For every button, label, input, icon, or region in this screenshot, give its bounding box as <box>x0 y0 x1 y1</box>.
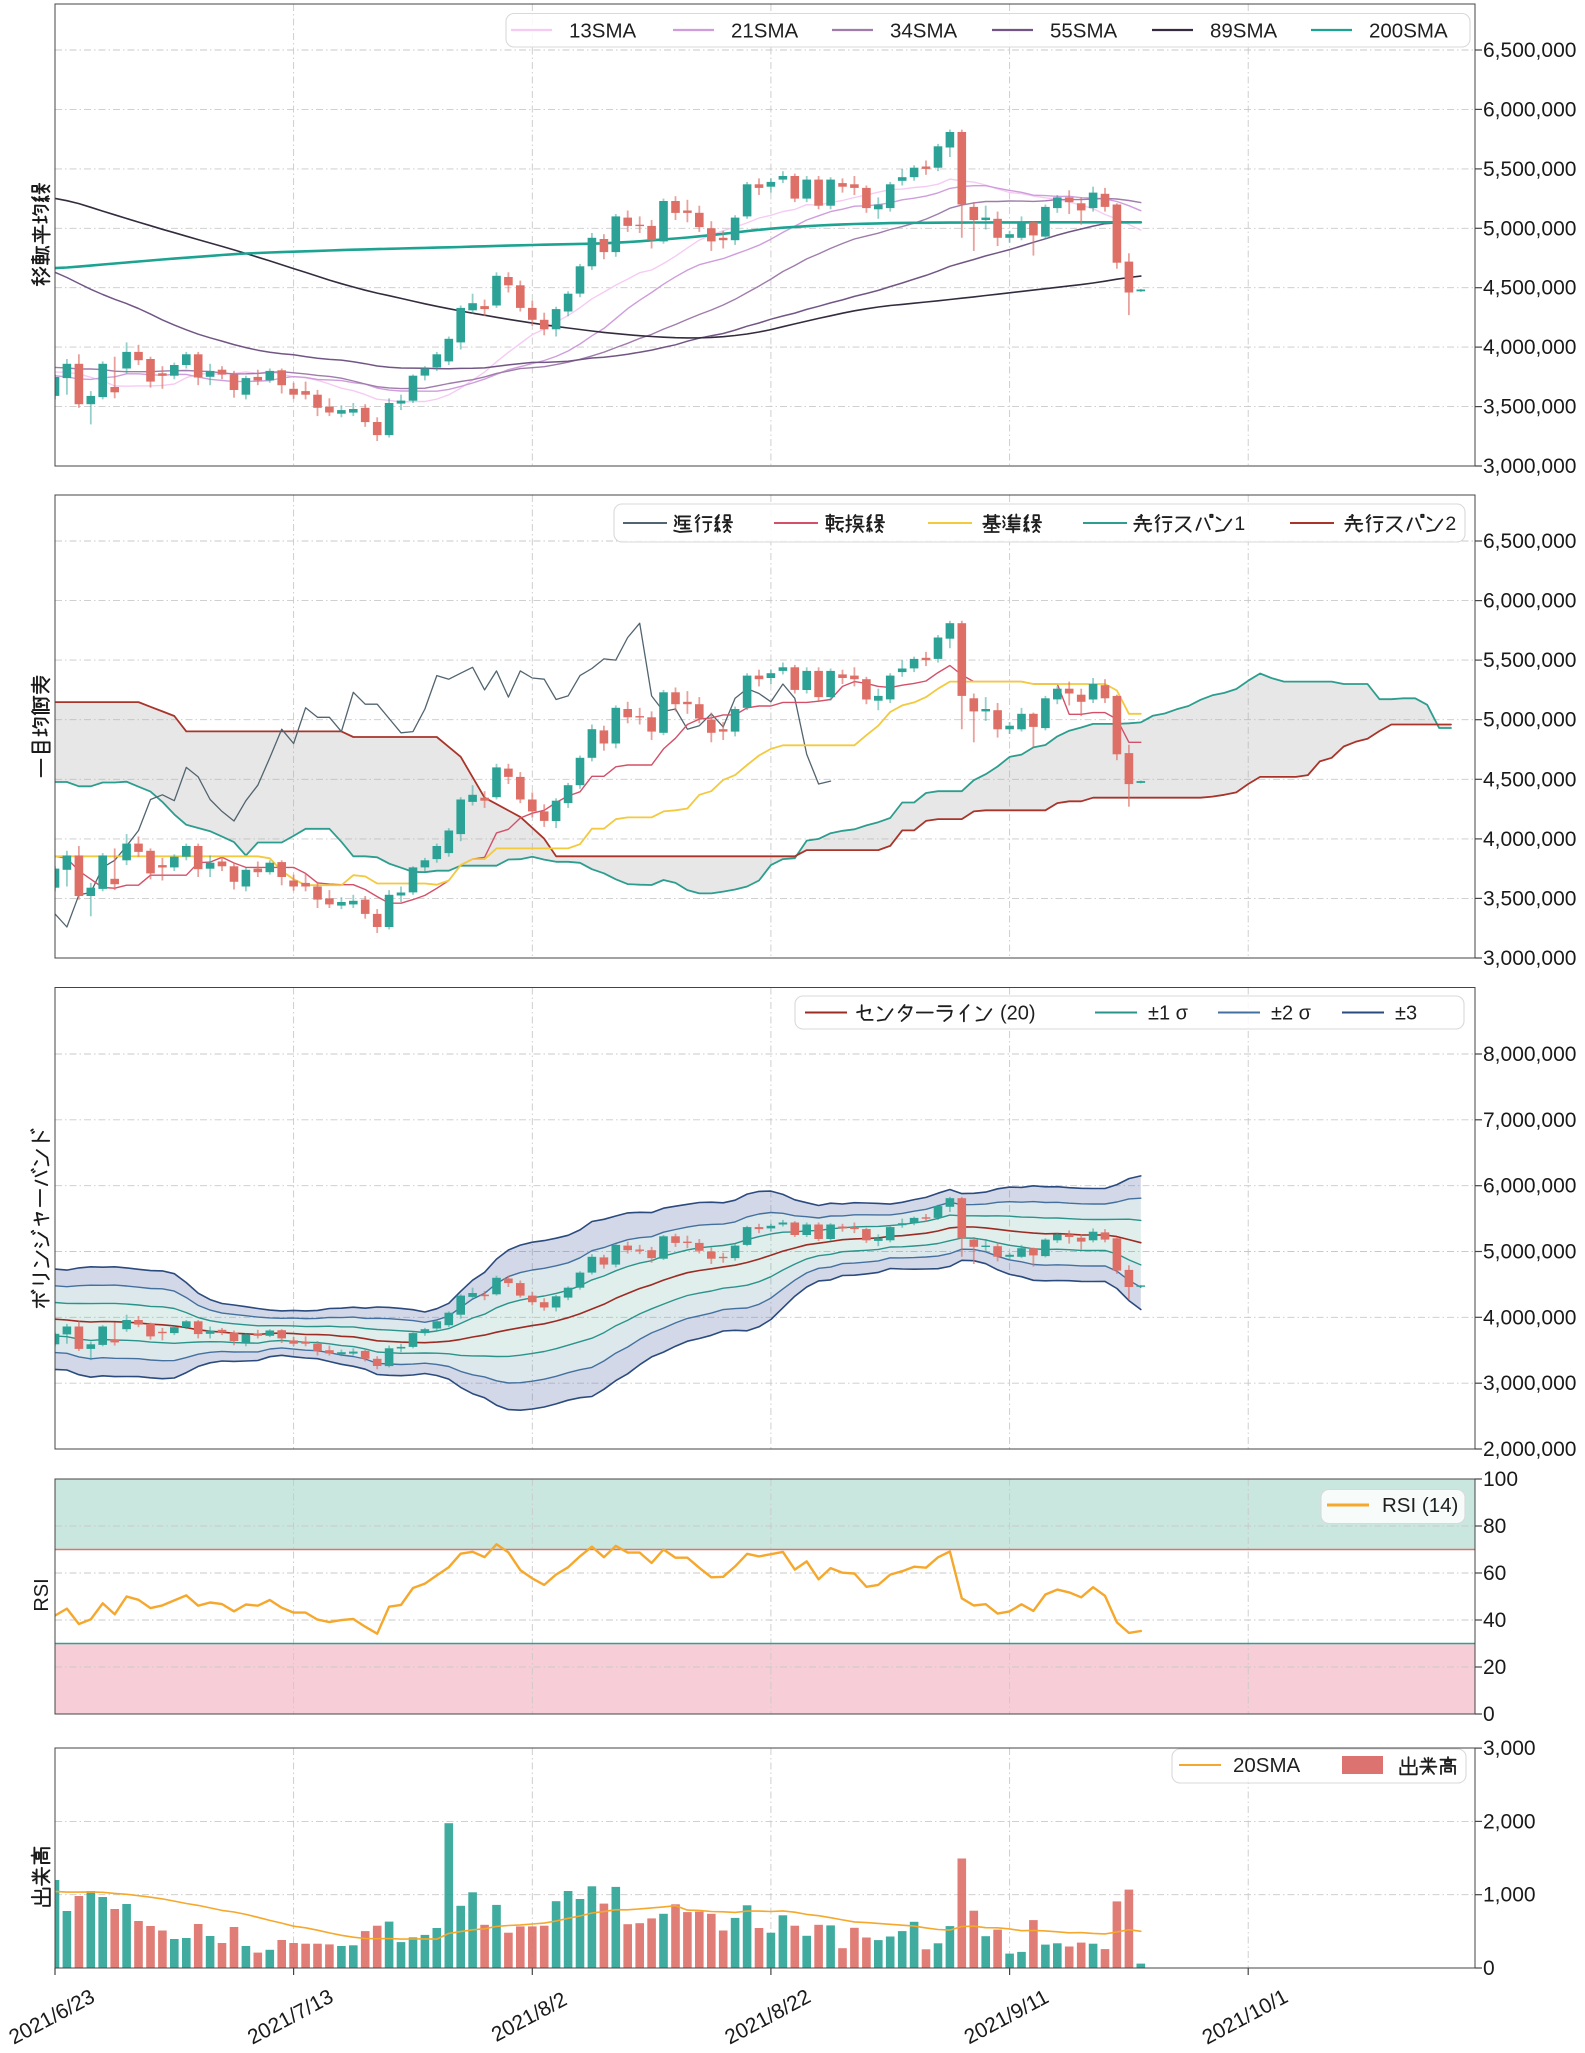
svg-text:1: 1 <box>1234 513 1245 535</box>
svg-text:5,500,000: 5,500,000 <box>1483 158 1576 181</box>
svg-text:0: 0 <box>1483 1703 1495 1726</box>
svg-text:20SMA: 20SMA <box>1233 1754 1301 1777</box>
svg-text:RSI: RSI <box>31 1578 53 1611</box>
svg-text:100: 100 <box>1483 1468 1518 1491</box>
svg-text:±3: ±3 <box>1395 1003 1417 1025</box>
svg-text:±1 σ: ±1 σ <box>1148 1003 1189 1025</box>
svg-text:13SMA: 13SMA <box>569 20 637 43</box>
svg-text:6,000,000: 6,000,000 <box>1483 98 1576 121</box>
svg-text:6,000,000: 6,000,000 <box>1483 590 1576 613</box>
svg-text:±2 σ: ±2 σ <box>1271 1003 1312 1025</box>
svg-text:4,000,000: 4,000,000 <box>1483 336 1576 359</box>
svg-text:5,000,000: 5,000,000 <box>1483 217 1576 240</box>
svg-text:3,000,000: 3,000,000 <box>1483 947 1576 970</box>
svg-text:21SMA: 21SMA <box>731 20 799 43</box>
svg-text:6,500,000: 6,500,000 <box>1483 530 1576 553</box>
svg-text:40: 40 <box>1483 1609 1506 1632</box>
svg-text:3,000,000: 3,000,000 <box>1483 455 1576 478</box>
svg-text:20: 20 <box>1483 1656 1506 1679</box>
svg-text:RSI (14): RSI (14) <box>1382 1494 1458 1517</box>
svg-text:2,000,000: 2,000,000 <box>1483 1438 1576 1461</box>
svg-text:6,500,000: 6,500,000 <box>1483 39 1576 62</box>
svg-text:8,000,000: 8,000,000 <box>1483 1043 1576 1066</box>
svg-text:(20): (20) <box>1000 1003 1036 1025</box>
svg-text:5,000,000: 5,000,000 <box>1483 709 1576 732</box>
svg-text:0: 0 <box>1483 1957 1495 1980</box>
svg-text:55SMA: 55SMA <box>1050 20 1118 43</box>
svg-text:4,500,000: 4,500,000 <box>1483 768 1576 791</box>
svg-text:2,000: 2,000 <box>1483 1810 1536 1833</box>
svg-text:2: 2 <box>1445 513 1456 535</box>
svg-text:200SMA: 200SMA <box>1369 20 1448 43</box>
svg-text:5,000,000: 5,000,000 <box>1483 1241 1576 1264</box>
svg-text:60: 60 <box>1483 1562 1506 1585</box>
svg-text:89SMA: 89SMA <box>1210 20 1278 43</box>
svg-text:1,000: 1,000 <box>1483 1884 1536 1907</box>
svg-text:4,000,000: 4,000,000 <box>1483 1306 1576 1329</box>
svg-text:3,500,000: 3,500,000 <box>1483 396 1576 419</box>
svg-text:3,000,000: 3,000,000 <box>1483 1372 1576 1395</box>
svg-text:6,000,000: 6,000,000 <box>1483 1175 1576 1198</box>
svg-text:4,500,000: 4,500,000 <box>1483 277 1576 300</box>
svg-text:3,000: 3,000 <box>1483 1737 1536 1760</box>
svg-text:3,500,000: 3,500,000 <box>1483 887 1576 910</box>
svg-text:80: 80 <box>1483 1515 1506 1538</box>
svg-text:5,500,000: 5,500,000 <box>1483 649 1576 672</box>
svg-text:7,000,000: 7,000,000 <box>1483 1109 1576 1132</box>
svg-text:4,000,000: 4,000,000 <box>1483 828 1576 851</box>
svg-text:34SMA: 34SMA <box>890 20 958 43</box>
